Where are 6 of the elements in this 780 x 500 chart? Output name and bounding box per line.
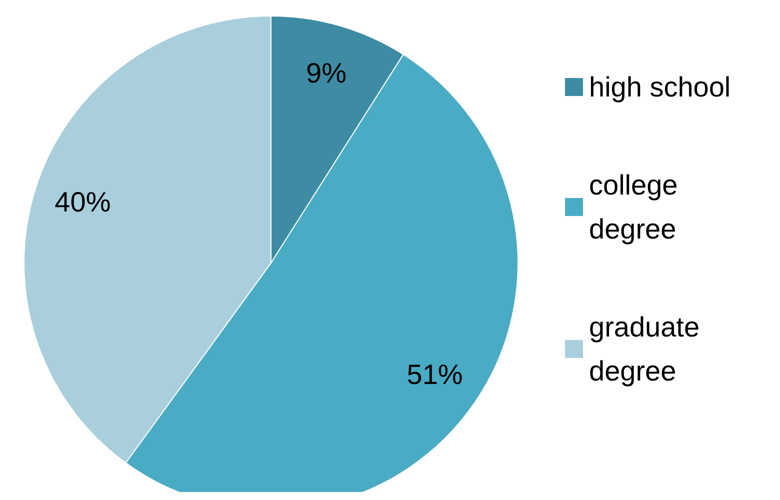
- data-label: 51%: [406, 358, 463, 390]
- legend-label: college degree: [589, 170, 686, 244]
- data-label: 40%: [54, 186, 111, 218]
- legend-label: high school: [589, 72, 731, 102]
- data-label: 9%: [306, 57, 346, 88]
- legend-label: graduate degree: [589, 312, 708, 386]
